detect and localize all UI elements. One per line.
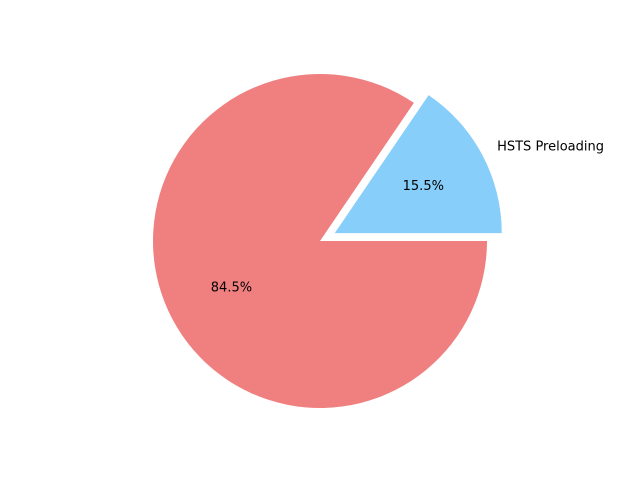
pie-slice-percent-label-1: 84.5% bbox=[211, 280, 252, 295]
pie-slice-0 bbox=[334, 95, 502, 234]
pie-slice-percent-label-0: 15.5% bbox=[403, 179, 444, 194]
pie-slice-1 bbox=[152, 73, 487, 408]
pie-slice-label-0: HSTS Preloading bbox=[497, 140, 604, 155]
